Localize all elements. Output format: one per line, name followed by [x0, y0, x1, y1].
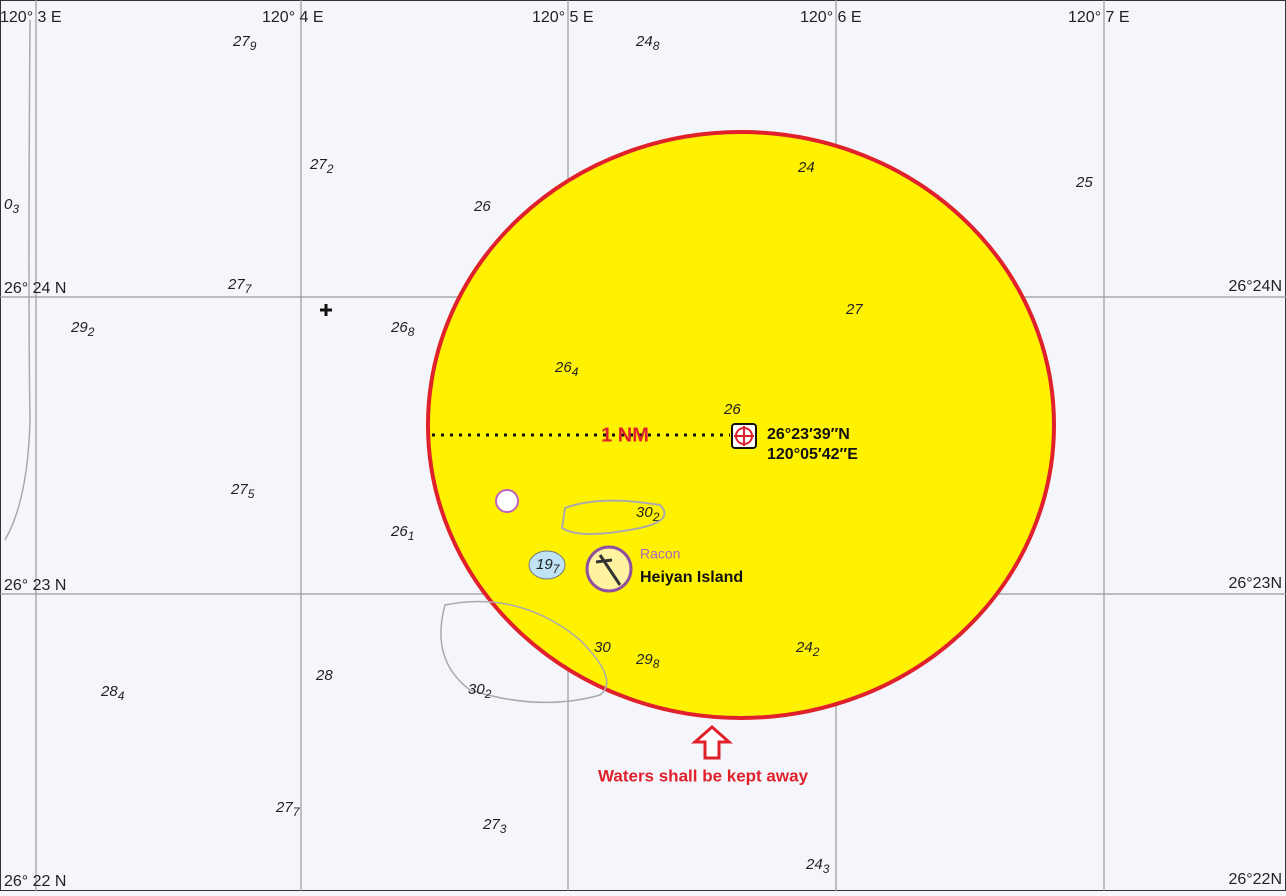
sounding-decimal: 5 [248, 487, 255, 501]
sounding-depth: 19 [536, 556, 553, 573]
sounding: 302 [636, 504, 660, 524]
sounding-depth: 25 [1075, 174, 1093, 191]
longitude-label: 120° 3 E [0, 9, 62, 26]
sounding: 26 [723, 401, 741, 418]
sounding-decimal: 3 [12, 202, 19, 216]
sounding-depth: 24 [805, 856, 823, 873]
sounding-decimal: 3 [823, 862, 830, 876]
warning-arrow [691, 724, 733, 760]
sounding-depth: 27 [845, 301, 863, 318]
sounding-decimal: 8 [653, 657, 660, 671]
sounding-depth: 26 [473, 198, 491, 215]
sounding-decimal: 9 [250, 39, 257, 53]
sounding: 26 [473, 198, 491, 215]
rock [528, 550, 566, 580]
sounding-decimal: 1 [408, 529, 415, 543]
depth-contour [560, 499, 666, 535]
sounding: 284 [100, 683, 125, 703]
sounding-decimal: 2 [326, 162, 334, 176]
latitude-label: 26°24N [1228, 278, 1282, 295]
sounding: 248 [635, 33, 660, 53]
longitude-label: 120° 5 E [532, 9, 594, 26]
sounding-depth: 26 [554, 359, 572, 376]
sounding-decimal: 2 [812, 645, 820, 659]
center-latitude: 26°23′39″N [767, 426, 850, 443]
sounding-depth: 28 [100, 683, 118, 700]
sounding-decimal: 4 [572, 365, 579, 379]
sounding: 275 [230, 481, 255, 501]
sounding: 261 [390, 523, 414, 543]
center-longitude: 120°05′42″E [767, 446, 858, 463]
sounding-decimal: 7 [293, 805, 301, 819]
sounding-decimal: 8 [653, 39, 660, 53]
sounding: 302 [468, 681, 492, 701]
sounding-depth: 30 [636, 504, 653, 521]
sounding-depth: 27 [482, 816, 500, 833]
sounding: 268 [390, 319, 415, 339]
sounding: 25 [1075, 174, 1093, 191]
sounding-depth: 0 [4, 196, 13, 213]
wreck-symbol [320, 304, 332, 316]
sounding-depth: 26 [723, 401, 741, 418]
sounding: 277 [227, 276, 253, 296]
latitude-label: 26° 23 N [4, 577, 66, 594]
sounding: 03 [4, 196, 19, 216]
sounding: 272 [309, 156, 334, 176]
sounding: 197 [536, 556, 561, 576]
sounding-depth: 27 [309, 156, 327, 173]
racon-label: Racon [640, 546, 680, 562]
longitude-label: 120° 4 E [262, 9, 324, 26]
sounding-depth: 29 [635, 651, 653, 668]
sounding-depth: 30 [594, 639, 611, 656]
sounding: 273 [482, 816, 507, 836]
sounding: 279 [232, 33, 257, 53]
sounding-depth: 24 [795, 639, 813, 656]
center-cross [734, 426, 754, 446]
sounding-decimal: 2 [87, 325, 95, 339]
sounding: 24 [797, 159, 815, 176]
latitude-label: 26°22N [1228, 871, 1282, 888]
sounding-depth: 26 [390, 523, 408, 540]
sounding: 28 [315, 667, 333, 684]
sounding: 298 [635, 651, 660, 671]
longitude-label: 120° 7 E [1068, 9, 1130, 26]
sounding-depth: 29 [70, 319, 88, 336]
sounding: 264 [554, 359, 579, 379]
latitude-label: 26° 24 N [4, 280, 66, 297]
sounding-depth: 27 [227, 276, 245, 293]
sounding-decimal: 2 [652, 510, 660, 524]
sounding: 30 [594, 639, 611, 656]
island-name: Heiyan Island [640, 569, 743, 586]
sounding-decimal: 2 [484, 687, 492, 701]
sounding-depth: 26 [390, 319, 408, 336]
depth-contour [440, 600, 608, 704]
radius-label: 1 NM [601, 424, 649, 446]
sounding-decimal: 3 [500, 822, 507, 836]
sounding-depth: 30 [468, 681, 485, 698]
sounding-depth: 24 [797, 159, 815, 176]
latitude-label: 26°23N [1228, 575, 1282, 592]
sounding-decimal: 7 [245, 282, 253, 296]
sounding-depth: 28 [315, 667, 333, 684]
sounding-decimal: 8 [408, 325, 415, 339]
lighthouse [595, 554, 622, 586]
warning-text: Waters shall be kept away [598, 766, 809, 785]
hazard-symbol [495, 489, 519, 513]
sounding: 27 [845, 301, 863, 318]
sounding-depth: 24 [635, 33, 653, 50]
coastline [4, 19, 31, 541]
longitude-label: 120° 6 E [800, 9, 862, 26]
sounding-decimal: 4 [118, 689, 125, 703]
sounding: 242 [795, 639, 820, 659]
sounding-decimal: 7 [553, 562, 561, 576]
sounding: 292 [70, 319, 95, 339]
sounding: 243 [805, 856, 830, 876]
sounding-depth: 27 [230, 481, 248, 498]
sounding: 277 [275, 799, 301, 819]
latitude-label: 26° 22 N [4, 873, 66, 890]
sounding-depth: 27 [275, 799, 293, 816]
sounding-depth: 27 [232, 33, 250, 50]
